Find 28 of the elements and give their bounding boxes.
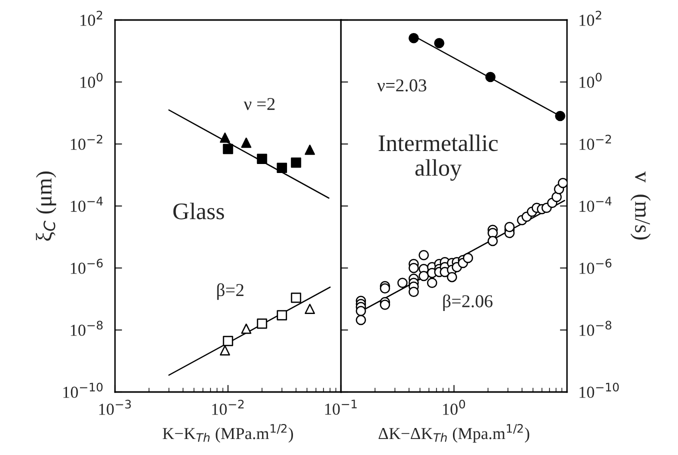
annotation: Glass (173, 202, 224, 220)
y-tick-label: 10$^{2}$ (580, 10, 602, 26)
x-tick-label: 10$^{−3}$ (99, 400, 131, 415)
y-tick-label: 10$^{−4}$ (70, 196, 103, 212)
y-tick-label: 10$^{−6}$ (70, 258, 103, 274)
annotation: β=2 (217, 283, 244, 300)
x-axis-title: K−K$_{Th}$ (MPa.m$^{1/2}$) (162, 424, 293, 443)
annotation: β=2.06 (443, 294, 493, 311)
annotation: Intermetallic alloy (378, 134, 498, 181)
y-tick-label: 10$^{−2}$ (70, 134, 102, 150)
y-axis-title: v (m/s) (630, 171, 651, 240)
y-tick-label: 10$^{−4}$ (580, 196, 612, 212)
y-tick-label: 10$^{−10}$ (63, 382, 103, 398)
y-tick-label: 10$^{−8}$ (580, 320, 612, 336)
annotation: ν =2 (244, 98, 275, 110)
x-tick-label: 10$^{−2}$ (212, 400, 244, 415)
annotation: ν=2.03 (377, 79, 426, 92)
y-tick-label: 10$^{−8}$ (70, 320, 103, 336)
y-axis-title: ξ$_{C}$ (μm) (36, 172, 56, 241)
y-tick-label: 10$^{−10}$ (580, 382, 619, 398)
x-axis-title: ΔK−ΔK$_{Th}$ (Mpa.m$^{1/2}$) (378, 424, 530, 443)
x-tick-label: 10$^{0}$ (443, 400, 466, 415)
y-tick-label: 10$^{2}$ (80, 10, 102, 26)
x-tick-label: 10$^{−1}$ (325, 400, 357, 415)
y-tick-label: 10$^{0}$ (80, 72, 103, 88)
y-tick-label: 10$^{−2}$ (580, 134, 611, 150)
y-tick-label: 10$^{−6}$ (580, 258, 612, 274)
y-tick-label: 10$^{0}$ (580, 72, 602, 88)
